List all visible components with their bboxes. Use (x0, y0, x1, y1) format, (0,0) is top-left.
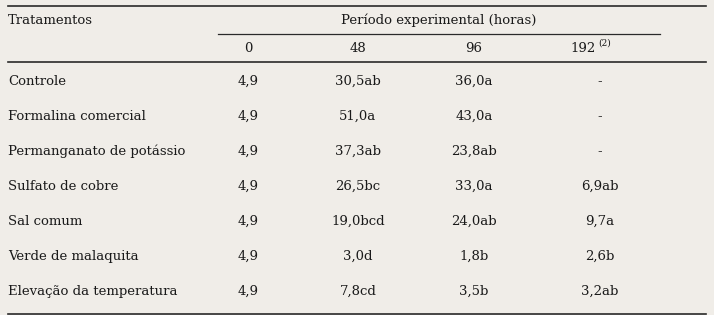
Text: 2,6b: 2,6b (585, 250, 615, 263)
Text: Elevação da temperatura: Elevação da temperatura (8, 285, 178, 298)
Text: Formalina comercial: Formalina comercial (8, 110, 146, 123)
Text: Verde de malaquita: Verde de malaquita (8, 250, 139, 263)
Text: 51,0a: 51,0a (339, 110, 376, 123)
Text: -: - (598, 145, 603, 158)
Text: 192: 192 (570, 42, 596, 54)
Text: 4,9: 4,9 (238, 250, 258, 263)
Text: 4,9: 4,9 (238, 285, 258, 298)
Text: 3,0d: 3,0d (343, 250, 373, 263)
Text: -: - (598, 110, 603, 123)
Text: 37,3ab: 37,3ab (335, 145, 381, 158)
Text: 30,5ab: 30,5ab (335, 75, 381, 88)
Text: 26,5bc: 26,5bc (336, 180, 381, 193)
Text: 4,9: 4,9 (238, 110, 258, 123)
Text: 4,9: 4,9 (238, 75, 258, 88)
Text: 6,9ab: 6,9ab (581, 180, 619, 193)
Text: 9,7a: 9,7a (585, 215, 615, 228)
Text: 43,0a: 43,0a (456, 110, 493, 123)
Text: 19,0bcd: 19,0bcd (331, 215, 385, 228)
Text: 4,9: 4,9 (238, 145, 258, 158)
Text: 48: 48 (350, 42, 366, 54)
Text: Sulfato de cobre: Sulfato de cobre (8, 180, 119, 193)
Text: 7,8cd: 7,8cd (340, 285, 376, 298)
Text: 0: 0 (243, 42, 252, 54)
Text: Controle: Controle (8, 75, 66, 88)
Text: 3,2ab: 3,2ab (581, 285, 619, 298)
Text: Período experimental (horas): Período experimental (horas) (341, 13, 537, 27)
Text: Permanganato de potássio: Permanganato de potássio (8, 145, 186, 158)
Text: 4,9: 4,9 (238, 180, 258, 193)
Text: 96: 96 (466, 42, 483, 54)
Text: 3,5b: 3,5b (459, 285, 488, 298)
Text: Sal comum: Sal comum (8, 215, 82, 228)
Text: 36,0a: 36,0a (456, 75, 493, 88)
Text: Tratamentos: Tratamentos (8, 14, 93, 26)
Text: 33,0a: 33,0a (456, 180, 493, 193)
Text: 23,8ab: 23,8ab (451, 145, 497, 158)
Text: -: - (598, 75, 603, 88)
Text: 1,8b: 1,8b (459, 250, 488, 263)
Text: 24,0ab: 24,0ab (451, 215, 497, 228)
Text: 4,9: 4,9 (238, 215, 258, 228)
Text: (2): (2) (598, 38, 610, 48)
